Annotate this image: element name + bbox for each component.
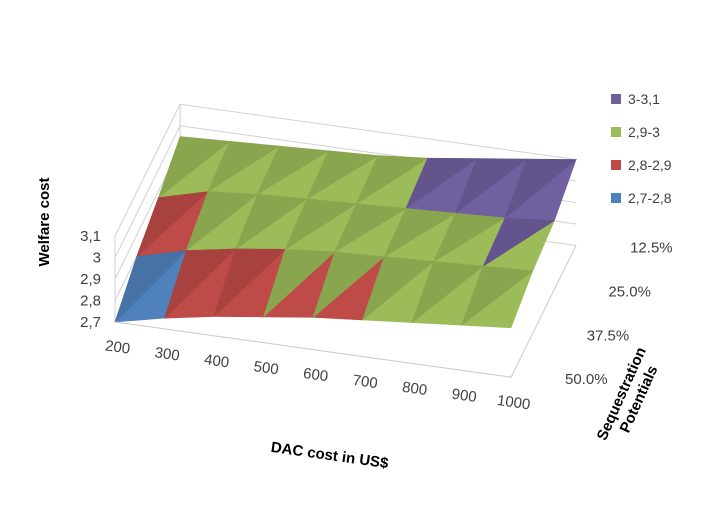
surface-facet-2-7-1 [504,158,577,219]
surface-facet-2-3-1 [306,150,380,200]
surface-facet-2-5-1 [405,157,479,210]
x-tick-label-400: 400 [203,351,230,371]
surface-facet-1-6-1 [433,212,506,263]
z-axis-title: Welfare cost [36,178,53,267]
x-tick-label-200: 200 [104,337,131,357]
x-tick-label-1000: 1000 [496,392,531,413]
surface-facet-1-7-1 [482,217,556,267]
surface-facet-2-6-1 [454,158,528,215]
x-tick-label-500: 500 [253,358,280,378]
surface-facet-0-7-1 [460,265,534,327]
surface-facet-2-2-1 [256,145,330,196]
x-tick-label-700: 700 [352,372,379,392]
legend-label-0: 3-3,1 [628,91,660,107]
legend-label-2: 2,8-2,9 [628,157,672,173]
surface-facet-0-0-1 [114,250,188,323]
z-tick-label-4: 3,1 [80,228,101,245]
surface-facet-0-1-1 [164,248,237,319]
legend-swatch-3 [611,193,621,203]
tick-labels: 2,7 2,8 2,9 3 3,1 200 300 400 500 600 700 800 900 100… [80,228,673,413]
surface-facet-0-6-1 [411,261,484,324]
surface-facet-2-1-1 [207,140,280,193]
legend-label-3: 2,7-2,8 [628,190,672,206]
surface-facet-2-4-1 [355,155,429,205]
x-tick-label-300: 300 [154,344,181,364]
surface-facet-1-4-1 [334,203,407,253]
y-tick-label-0: 12.5% [630,240,673,257]
surface-facet-0-3-1 [262,249,336,318]
z-tick-label-3: 3 [93,250,101,267]
surface-facet-1-1-1 [185,191,259,252]
z-tick-label-0: 2,7 [80,314,101,331]
z-tick-label-1: 2,8 [80,293,101,310]
surface-plot [114,136,577,329]
surface-facet-1-5-1 [383,208,457,258]
legend-label-1: 2,9-3 [628,124,660,140]
legend-swatch-0 [611,94,621,104]
legend: 3-3,1 2,9-3 2,8-2,9 2,7-2,8 [611,91,672,206]
z-tick-label-2: 2,9 [80,271,101,288]
surface-facet-2-0-1 [157,136,231,199]
surface-facet-0-5-1 [361,256,435,321]
y-tick-label-2: 37.5% [587,327,630,344]
legend-swatch-1 [611,127,621,137]
surface-facet-0-2-1 [213,248,286,317]
surface-facet-0-4-1 [312,251,385,319]
surface-facet-1-2-1 [235,193,308,250]
x-tick-label-800: 800 [401,379,428,399]
y-tick-label-3: 50.0% [565,371,608,388]
floor-edge [114,245,577,378]
x-tick-label-900: 900 [451,386,478,406]
x-axis-title: DAC cost in US$ [270,439,390,472]
y-tick-label-1: 25.0% [608,283,651,300]
y-axis-title: Sequestration Potentials [594,341,668,450]
surface-facet-1-3-1 [284,198,358,251]
chart-floor [114,245,577,378]
legend-swatch-2 [611,160,621,170]
x-tick-label-600: 600 [302,365,329,385]
surface-facet-1-0-1 [136,191,209,257]
